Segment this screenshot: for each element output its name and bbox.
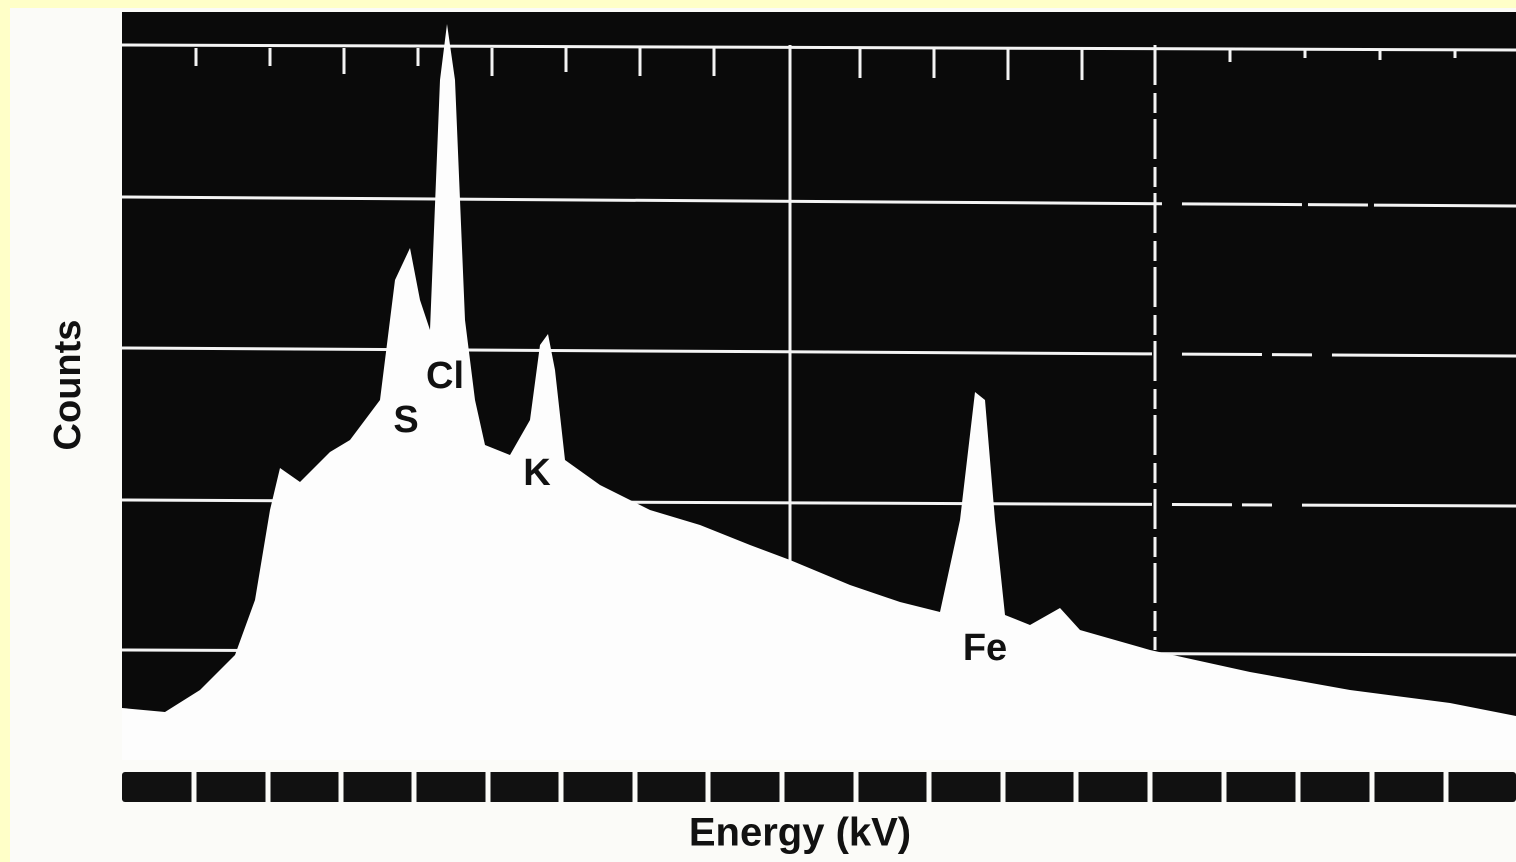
top-ticks: [194, 48, 1457, 80]
peak-label: S: [393, 399, 418, 441]
grid-line: [121, 43, 1516, 52]
y-axis-label: Counts: [47, 320, 89, 451]
grid-line: [121, 195, 1516, 208]
spectrum: [122, 24, 1516, 760]
grid-line: [121, 346, 1516, 358]
x-axis-label: Energy (kV): [689, 811, 911, 855]
peak-label: Cl: [426, 355, 464, 397]
peak-label: Fe: [963, 627, 1007, 669]
peak-label: K: [523, 452, 551, 494]
scale-dividers: [191, 770, 1449, 804]
energy-scale-bar: [122, 772, 1516, 802]
